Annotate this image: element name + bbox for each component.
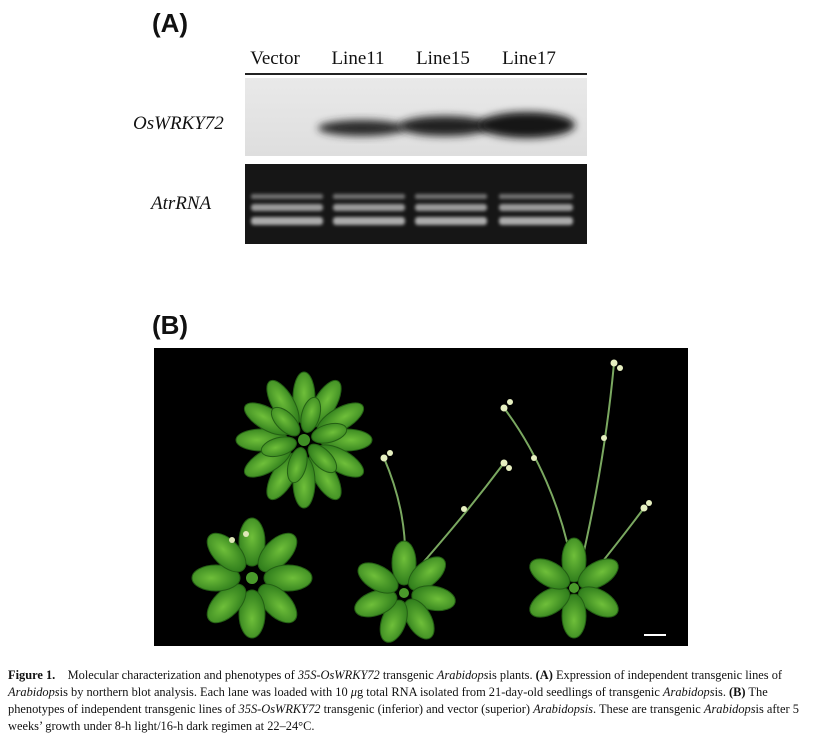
lane-label-line11: Line11 [331,48,385,69]
caption-text: is plants. [488,668,536,682]
lane-label-line17: Line17 [502,48,556,69]
rrna-gel-bands [251,194,573,225]
rrna-gel-image [245,164,587,244]
northern-blot-image [245,78,587,156]
transgenic-plant-1 [191,517,313,639]
caption-text: Expression of independent transgenic lin… [552,668,783,682]
caption-species: Arabidops [8,685,60,699]
caption-mu-symbol: μ [350,685,357,699]
caption-species: Arabidopsis [533,702,593,716]
panel-b-label: (B) [152,310,189,340]
caption-text: is by northern blot analysis. Each lane … [59,685,351,699]
caption-species: Arabidops [436,668,489,682]
northern-blot-bands [318,112,575,138]
gel-lane-line15 [415,194,487,225]
caption-text: g total RNA isolated from 21-day-old see… [357,685,663,699]
caption-construct: 35S-OsWRKY72 [297,668,380,682]
caption-construct: 35S-OsWRKY72 [238,702,321,716]
blot-band-line11 [318,120,406,136]
caption-text: is after 5 weeks’ growth under 8-h light… [8,702,799,733]
gel-lane-line17 [499,194,573,225]
plant-phenotype-photo [154,348,688,646]
row-label-atrrna: AtrRNA [151,193,212,214]
lane-label-vector: Vector [250,48,300,69]
vector-plant-rosette [235,371,373,509]
caption-figure-label: Figure 1. [8,668,56,682]
caption-text: transgenic [379,668,437,682]
caption-text: transgenic (inferior) and vector (superi… [320,702,534,716]
caption-species: Arabidops [703,702,756,716]
caption-text: The phenotypes of independent transgenic… [8,685,768,716]
panel-a-label: (A) [152,8,189,38]
blot-band-line17 [479,112,575,138]
lane-label-line15: Line15 [416,48,470,69]
caption-species: Arabidops [662,685,715,699]
gel-lane-vector [251,194,323,225]
blot-band-line15 [399,116,491,136]
transgenic-plant-2 [354,450,512,643]
lane-header-rule [245,73,587,75]
scale-bar [644,634,666,636]
gel-lane-line11 [333,194,405,225]
figure-caption: Figure 1. Molecular characterization and… [8,667,813,735]
caption-panel-b-ref: (B) [729,685,746,699]
caption-text: Molecular characterization and phenotype… [67,668,298,682]
row-label-oswrky72: OsWRKY72 [133,113,224,134]
caption-text: . These are transgenic [593,702,704,716]
caption-text: is. [714,685,730,699]
caption-panel-a-ref: (A) [535,668,553,682]
transgenic-plant-3 [500,359,652,639]
plant-photo-drawing [191,359,666,643]
